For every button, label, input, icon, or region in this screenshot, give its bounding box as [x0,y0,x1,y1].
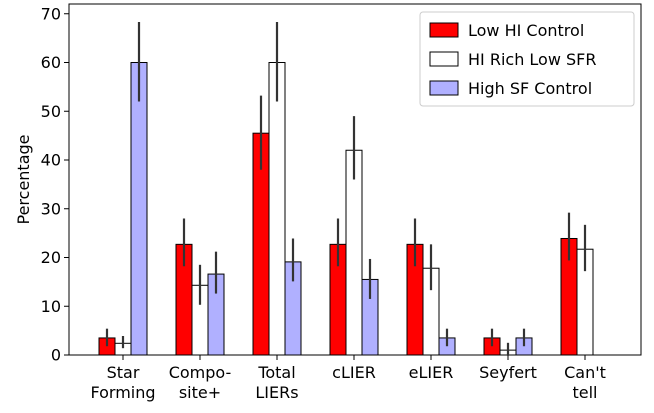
x-tick-label: Total LIERs [255,363,298,402]
x-tick-label-line: Seyfert [479,363,537,382]
y-tick-label: 10 [41,297,61,316]
x-tick-label-line: Forming [90,383,155,402]
bar [268,62,286,356]
x-tick-label-line: Total [257,363,295,382]
legend-swatch [429,22,459,38]
x-tick-label-line: Star [107,363,140,382]
x-tick-label: Star Forming [90,363,155,402]
y-tick-label: 50 [41,102,61,121]
legend-box [419,11,635,107]
y-axis-label: Percentage [14,134,33,224]
bar [345,149,363,356]
legend-label: HI Rich Low SFR [468,50,597,69]
y-tick-label: 20 [41,248,61,267]
x-tick-label-line: cLIER [332,363,376,382]
x-tick-label-line: eLIER [409,363,454,382]
y-tick-label: 60 [41,53,61,72]
y-tick-label: 40 [41,151,61,170]
legend-swatch [429,80,459,96]
bar [130,62,148,356]
x-tick-label-line: Compo- [169,363,232,382]
legend-swatch [429,51,459,67]
x-tick-label: cLIER [332,363,376,382]
x-tick-label: eLIER [409,363,454,382]
y-tick-label: 0 [51,346,61,365]
x-tick-label-line: Can't [564,363,606,382]
legend-label: Low HI Control [468,21,584,40]
y-tick-label: 30 [41,199,61,218]
x-tick-label: Seyfert [479,363,537,382]
x-tick-label-line: LIERs [255,383,298,402]
y-tick-label: 70 [41,4,61,23]
x-tick-label-line: site+ [179,383,221,402]
x-tick-label: Can't tell [564,363,606,402]
plot-area: 0 10 20 30 40 50 60 70 Star Forming Compo-site+ Tot… [41,3,642,402]
legend: Low HI Control HI Rich Low SFR High SF Con… [419,11,635,107]
legend-label: High SF Control [468,79,592,98]
x-tick-label: Compo-site+ [169,363,232,402]
x-tick-label-line: tell [572,383,597,402]
